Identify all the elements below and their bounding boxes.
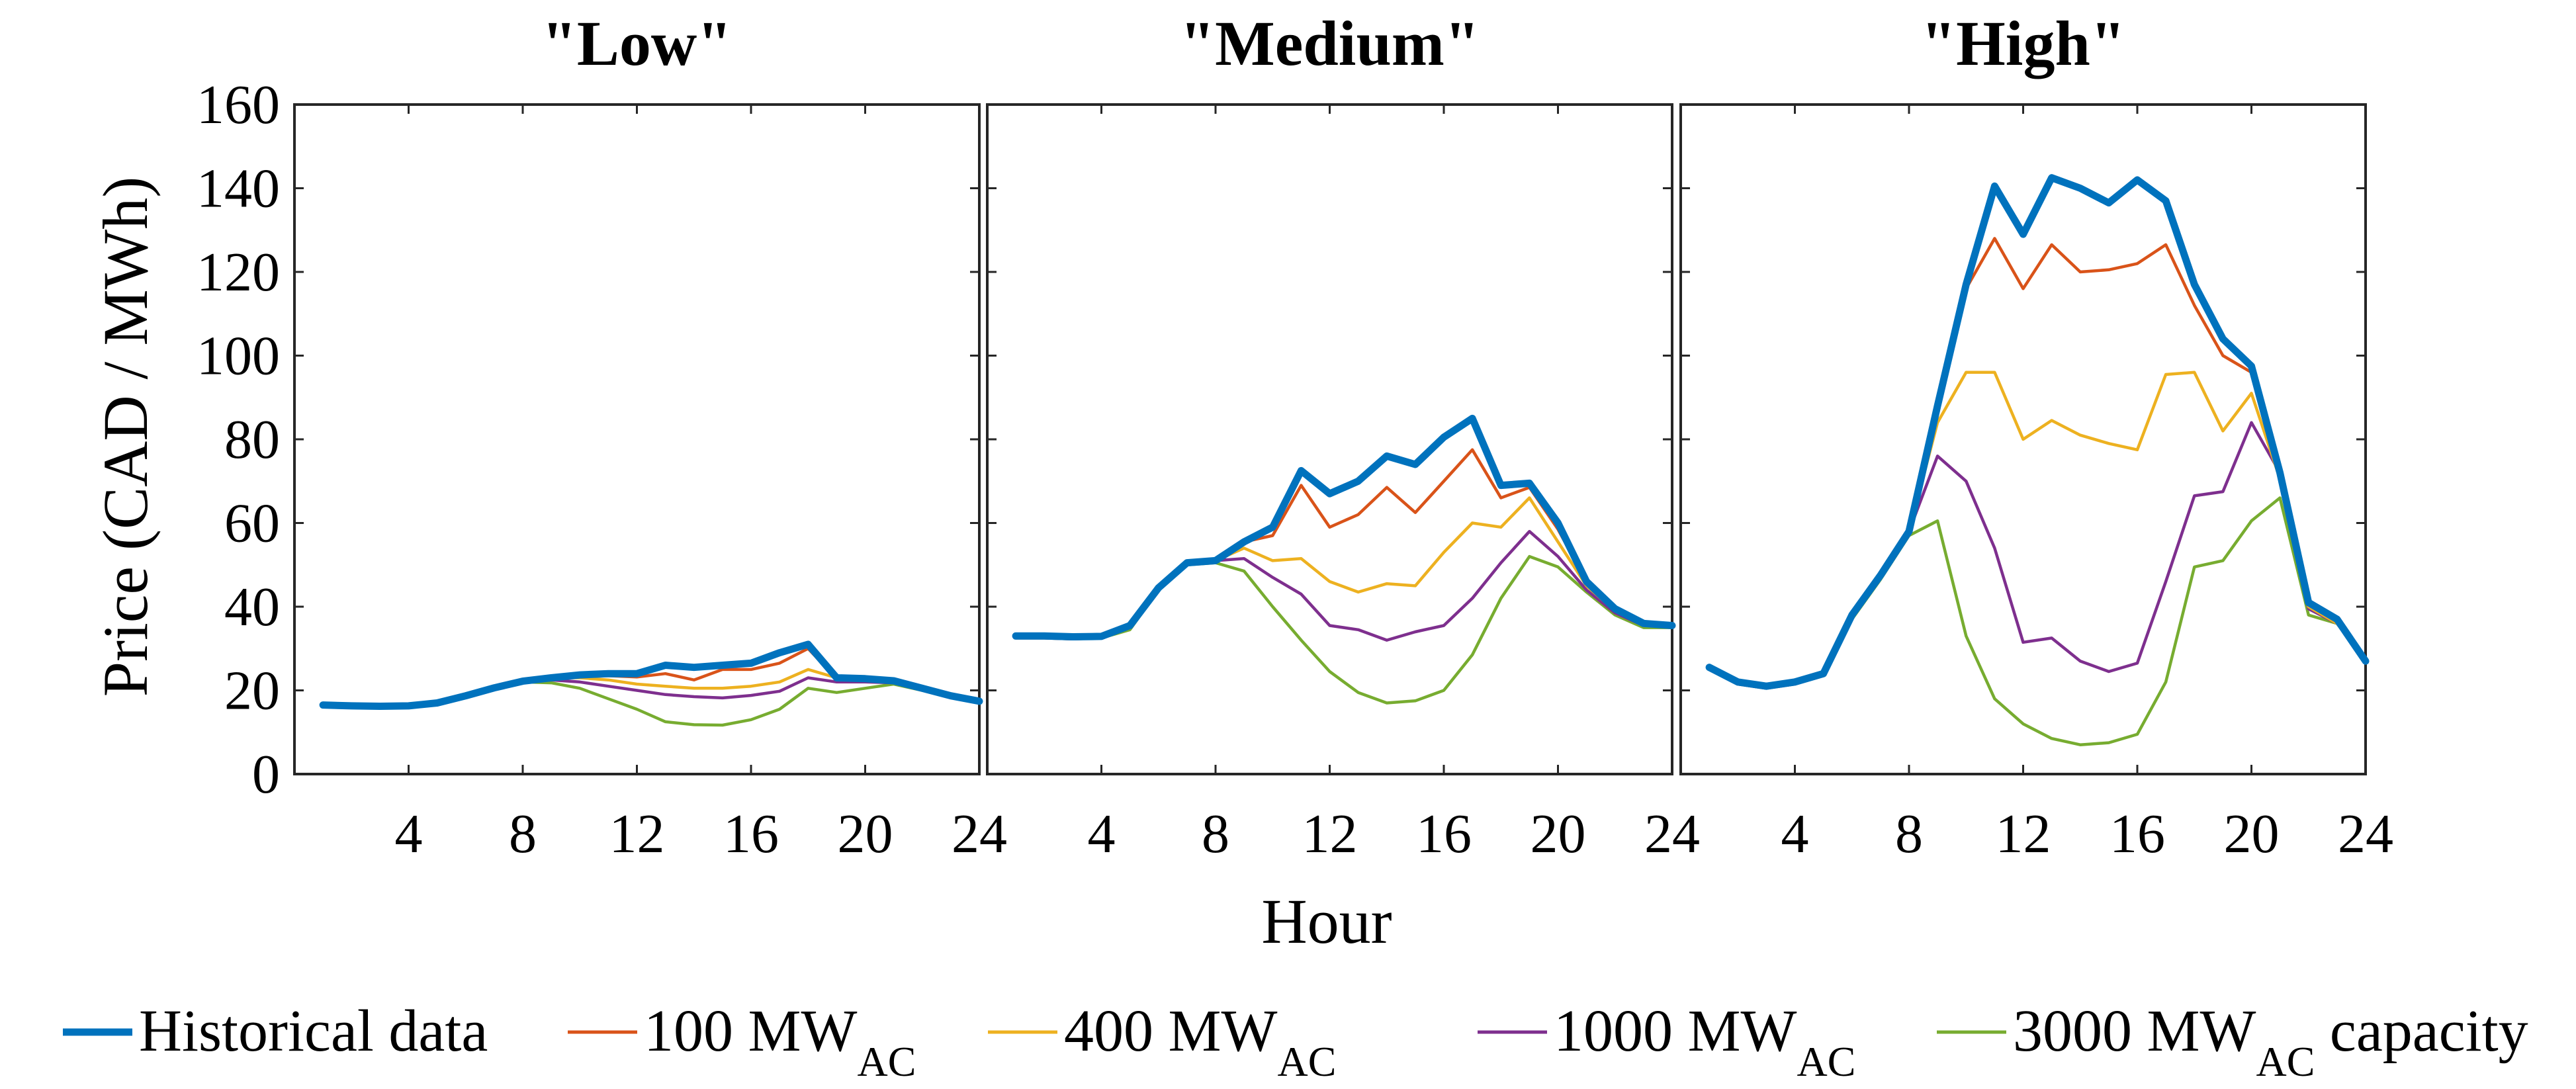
panel-title: "High" (1921, 8, 2125, 79)
chart-panel: "High" 4 8 12 16 20 24 (1679, 8, 2393, 865)
y-tick-label: 80 (224, 409, 280, 470)
series-line (1012, 414, 1676, 640)
y-tick-label: 40 (224, 576, 280, 638)
legend-label: 400 MWAC (1064, 998, 1336, 1085)
x-tick-label: 16 (723, 803, 779, 865)
legend-entry: 400 MWAC (988, 998, 1336, 1085)
series-line (1705, 174, 2370, 690)
plot-frame (986, 103, 1673, 775)
y-tick-label: 160 (197, 74, 280, 136)
legend-entry: Historical data (63, 998, 488, 1064)
legend-label: Historical data (139, 998, 488, 1064)
x-tick-label: 24 (1644, 803, 1700, 865)
legend-label: 3000 MWAC capacity (2013, 998, 2528, 1085)
x-tick-label: 20 (1531, 803, 1586, 865)
y-tick-label: 20 (224, 660, 280, 722)
legend-entry: 3000 MWAC capacity (1937, 998, 2528, 1085)
panel-title: "Medium" (1180, 8, 1480, 79)
x-tick-label: 24 (952, 803, 1007, 865)
x-tick-label: 20 (2224, 803, 2280, 865)
legend-label: 100 MWAC (644, 998, 916, 1085)
legend-label: 1000 MWAC (1554, 998, 1855, 1085)
legend-entry: 1000 MWAC (1478, 998, 1855, 1085)
legend-entry: 100 MWAC (568, 998, 916, 1085)
y-tick-label: 0 (252, 744, 280, 805)
x-tick-label: 24 (2338, 803, 2393, 865)
legend-subscript: AC (1277, 1038, 1336, 1085)
legend-subscript: AC (2256, 1038, 2315, 1085)
chart-panel: "Medium" 4 8 12 16 20 24 (986, 8, 1700, 865)
y-tick-label: 140 (197, 158, 280, 220)
x-tick-label: 16 (2110, 803, 2165, 865)
chart-panel: "Low" 0 20 40 60 80 100 120 140 160 4 8 12 16 20 24 (197, 8, 1007, 865)
y-tick-label: 100 (197, 326, 280, 387)
x-tick-label: 12 (1996, 803, 2051, 865)
x-tick-label: 8 (1202, 803, 1229, 865)
legend-subscript: AC (1797, 1038, 1855, 1085)
x-tick-label: 4 (395, 803, 423, 865)
panel-title: "Low" (542, 8, 733, 79)
x-tick-label: 20 (838, 803, 893, 865)
x-tick-label: 12 (1302, 803, 1358, 865)
x-tick-label: 12 (609, 803, 665, 865)
y-tick-label: 120 (197, 241, 280, 303)
x-tick-label: 16 (1416, 803, 1472, 865)
legend-subscript: AC (857, 1038, 916, 1085)
legend-suffix: capacity (2315, 998, 2528, 1064)
x-tick-label: 4 (1781, 803, 1809, 865)
y-tick-label: 60 (224, 493, 280, 554)
x-tick-label: 8 (1895, 803, 1923, 865)
series-line (319, 640, 983, 710)
plot-frame (293, 103, 981, 775)
x-tick-label: 4 (1088, 803, 1116, 865)
y-axis-title: Price (CAD / MWh) (90, 177, 161, 697)
x-tick-label: 8 (509, 803, 537, 865)
x-axis-title: Hour (1261, 886, 1392, 957)
legend: Historical data 100 MWAC 400 MWAC 1000 MWAC… (63, 998, 2528, 1085)
